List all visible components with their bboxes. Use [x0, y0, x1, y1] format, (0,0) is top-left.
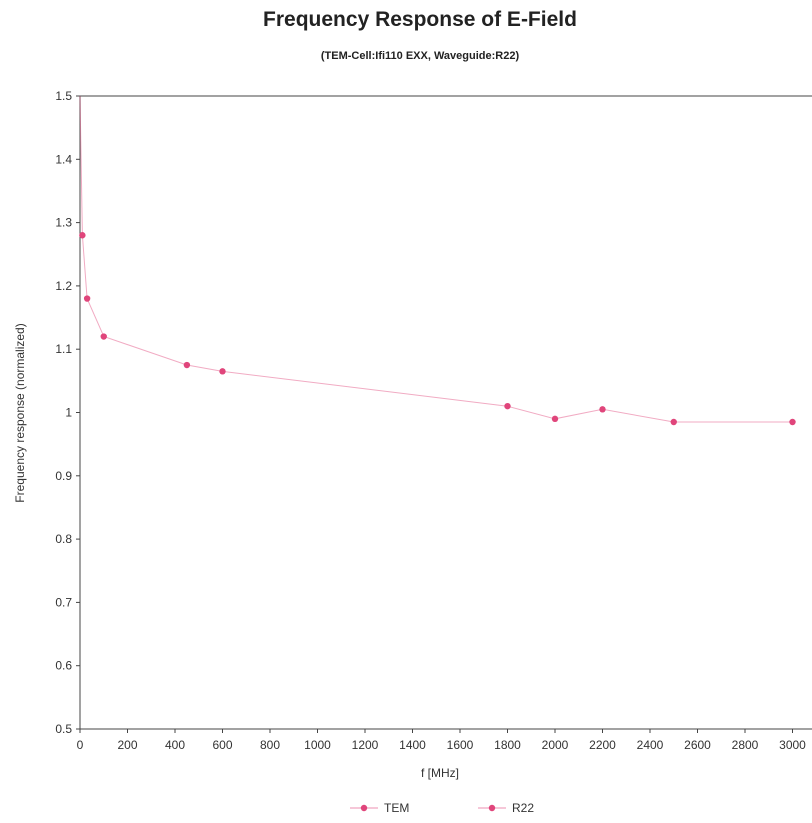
- data-point-r22: [83, 295, 91, 302]
- legend-label-tem: TEM: [384, 801, 409, 815]
- x-tick-label: 1200: [352, 738, 379, 752]
- y-tick-label: 1.5: [55, 89, 72, 103]
- data-point-r22: [789, 418, 796, 426]
- data-point-r22: [100, 333, 107, 340]
- x-tick-label: 200: [117, 738, 137, 752]
- x-tick-label: 2400: [637, 738, 664, 752]
- data-point-r22: [551, 415, 559, 423]
- series-line-tem: [79, 95, 83, 236]
- x-tick-label: 1800: [494, 738, 521, 752]
- y-tick-label: 1: [65, 406, 72, 420]
- chart-title: Frequency Response of E-Field: [263, 8, 577, 31]
- y-tick-label: 1.1: [55, 342, 72, 356]
- data-point-r22: [599, 406, 606, 413]
- x-tick-label: 400: [165, 738, 185, 752]
- data-point-r22: [670, 418, 677, 426]
- y-axis-label: Frequency response (normalized): [13, 323, 27, 502]
- chart-subtitle: (TEM-Cell:Ifi110 EXX, Waveguide:R22): [320, 50, 520, 62]
- x-tick-label: 2200: [589, 738, 616, 752]
- x-tick-label: 2800: [732, 738, 759, 752]
- x-tick-label: 2000: [542, 738, 569, 752]
- x-tick-label: 800: [260, 738, 280, 752]
- y-tick-label: 1.4: [55, 152, 72, 166]
- x-ticks: 0 200 400 600 800 1000 1200 1400 1600 1800 2000 220…: [77, 729, 806, 752]
- y-tick-label: 0.5: [55, 722, 72, 736]
- y-tick-label: 0.7: [55, 595, 72, 609]
- series-lines: [79, 95, 793, 423]
- series-line-r22: [81, 235, 793, 423]
- x-tick-label: 1400: [399, 738, 426, 752]
- y-tick-label: 0.6: [55, 659, 72, 673]
- data-point-r22: [504, 402, 511, 410]
- x-tick-label: 1000: [304, 738, 331, 752]
- x-tick-label: 600: [212, 738, 232, 752]
- series-points: [79, 232, 796, 426]
- y-tick-label: 1.2: [55, 279, 72, 293]
- data-point-r22: [183, 361, 191, 369]
- y-tick-label: 0.9: [55, 469, 72, 483]
- x-axis-label: f [MHz]: [421, 766, 459, 780]
- data-point-r22: [79, 232, 86, 239]
- x-tick-label: 0: [77, 738, 84, 752]
- legend: TEM R22: [350, 801, 534, 815]
- x-tick-label: 3000: [779, 738, 806, 752]
- x-tick-label: 2600: [684, 738, 711, 752]
- x-tick-label: 1600: [447, 738, 474, 752]
- data-point-r22: [219, 368, 226, 375]
- legend-marker-r22: [488, 804, 496, 812]
- axes: [79, 95, 812, 730]
- legend-marker-tem: [360, 804, 368, 812]
- legend-label-r22: R22: [512, 801, 534, 815]
- y-tick-label: 1.3: [55, 216, 72, 230]
- y-tick-label: 0.8: [55, 532, 72, 546]
- y-ticks: 0.5 0.6 0.7 0.8 0.9 1 1.1 1.2 1.3 1.4 1.5: [55, 89, 80, 736]
